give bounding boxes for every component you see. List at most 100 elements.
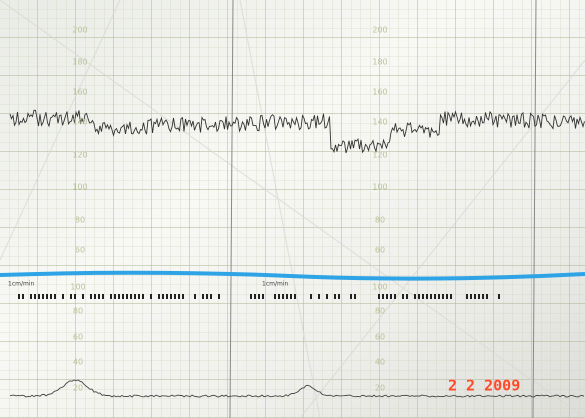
event-mark bbox=[386, 294, 388, 299]
event-mark bbox=[90, 294, 92, 299]
scale-label: 200 bbox=[72, 26, 87, 35]
scale-label: 140 bbox=[72, 118, 87, 127]
event-mark bbox=[182, 294, 184, 299]
scale-label: 120 bbox=[72, 151, 87, 160]
event-mark bbox=[202, 294, 204, 299]
event-mark bbox=[126, 294, 128, 299]
event-mark bbox=[174, 294, 176, 299]
event-mark bbox=[498, 294, 500, 299]
event-mark bbox=[262, 294, 264, 299]
event-mark bbox=[442, 294, 444, 299]
scale-label: 120 bbox=[372, 151, 387, 160]
event-mark bbox=[278, 294, 280, 299]
event-mark bbox=[310, 294, 312, 299]
event-mark bbox=[422, 294, 424, 299]
event-mark bbox=[110, 294, 112, 299]
event-mark bbox=[470, 294, 472, 299]
event-mark bbox=[150, 294, 152, 299]
scale-label: 60 bbox=[73, 333, 83, 342]
event-mark bbox=[450, 294, 452, 299]
event-mark bbox=[82, 294, 84, 299]
event-mark bbox=[158, 294, 160, 299]
scale-label: 20 bbox=[375, 384, 385, 393]
event-mark bbox=[178, 294, 180, 299]
event-mark bbox=[290, 294, 292, 299]
event-mark bbox=[62, 294, 64, 299]
strip-header: 1cm/min bbox=[8, 281, 34, 288]
event-mark bbox=[134, 294, 136, 299]
event-mark bbox=[210, 294, 212, 299]
scale-label: 180 bbox=[72, 58, 87, 67]
event-mark bbox=[162, 294, 164, 299]
event-mark bbox=[50, 294, 52, 299]
event-mark bbox=[38, 294, 40, 299]
scale-label: 40 bbox=[73, 358, 83, 367]
event-mark bbox=[102, 294, 104, 299]
event-mark bbox=[166, 294, 168, 299]
event-mark bbox=[382, 294, 384, 299]
event-mark bbox=[98, 294, 100, 299]
event-mark bbox=[418, 294, 420, 299]
event-mark bbox=[70, 294, 72, 299]
event-mark bbox=[318, 294, 320, 299]
scale-label: 100 bbox=[372, 183, 387, 192]
event-mark bbox=[258, 294, 260, 299]
date-stamp: 2 2 2009 bbox=[448, 377, 520, 395]
scale-label: 200 bbox=[372, 26, 387, 35]
event-mark bbox=[478, 294, 480, 299]
strip-header: 1cm/min bbox=[262, 281, 288, 288]
event-mark bbox=[218, 294, 220, 299]
event-mark bbox=[326, 294, 328, 299]
scale-label: 60 bbox=[375, 333, 385, 342]
event-mark bbox=[466, 294, 468, 299]
event-mark bbox=[426, 294, 428, 299]
event-mark bbox=[438, 294, 440, 299]
event-mark bbox=[338, 294, 340, 299]
event-mark bbox=[482, 294, 484, 299]
scale-label: 100 bbox=[70, 283, 85, 292]
event-mark bbox=[378, 294, 380, 299]
scale-label: 160 bbox=[372, 88, 387, 97]
event-mark bbox=[194, 294, 196, 299]
scale-label: 80 bbox=[75, 216, 85, 225]
event-marks bbox=[18, 294, 500, 299]
event-mark bbox=[394, 294, 396, 299]
event-mark bbox=[334, 294, 336, 299]
scale-label: 80 bbox=[375, 216, 385, 225]
event-mark bbox=[294, 294, 296, 299]
ctg-photo: 2001801601401201008060200180160140120100… bbox=[0, 0, 585, 418]
scale-label: 180 bbox=[372, 58, 387, 67]
event-mark bbox=[446, 294, 448, 299]
event-mark bbox=[34, 294, 36, 299]
event-mark bbox=[142, 294, 144, 299]
event-mark bbox=[350, 294, 352, 299]
event-mark bbox=[22, 294, 24, 299]
event-mark bbox=[74, 294, 76, 299]
event-mark bbox=[42, 294, 44, 299]
event-mark bbox=[118, 294, 120, 299]
event-mark bbox=[430, 294, 432, 299]
event-mark bbox=[250, 294, 252, 299]
event-mark bbox=[406, 294, 408, 299]
event-mark bbox=[486, 294, 488, 299]
event-mark bbox=[474, 294, 476, 299]
event-mark bbox=[170, 294, 172, 299]
event-mark bbox=[138, 294, 140, 299]
event-mark bbox=[282, 294, 284, 299]
event-mark bbox=[18, 294, 20, 299]
event-mark bbox=[402, 294, 404, 299]
scale-label: 80 bbox=[375, 307, 385, 316]
event-mark bbox=[254, 294, 256, 299]
event-mark bbox=[30, 294, 32, 299]
event-mark bbox=[414, 294, 416, 299]
event-mark bbox=[94, 294, 96, 299]
event-mark bbox=[390, 294, 392, 299]
scale-label: 60 bbox=[75, 246, 85, 255]
event-mark bbox=[122, 294, 124, 299]
event-mark bbox=[114, 294, 116, 299]
event-mark bbox=[434, 294, 436, 299]
event-mark bbox=[130, 294, 132, 299]
event-mark bbox=[206, 294, 208, 299]
scale-label: 40 bbox=[375, 358, 385, 367]
event-mark bbox=[54, 294, 56, 299]
